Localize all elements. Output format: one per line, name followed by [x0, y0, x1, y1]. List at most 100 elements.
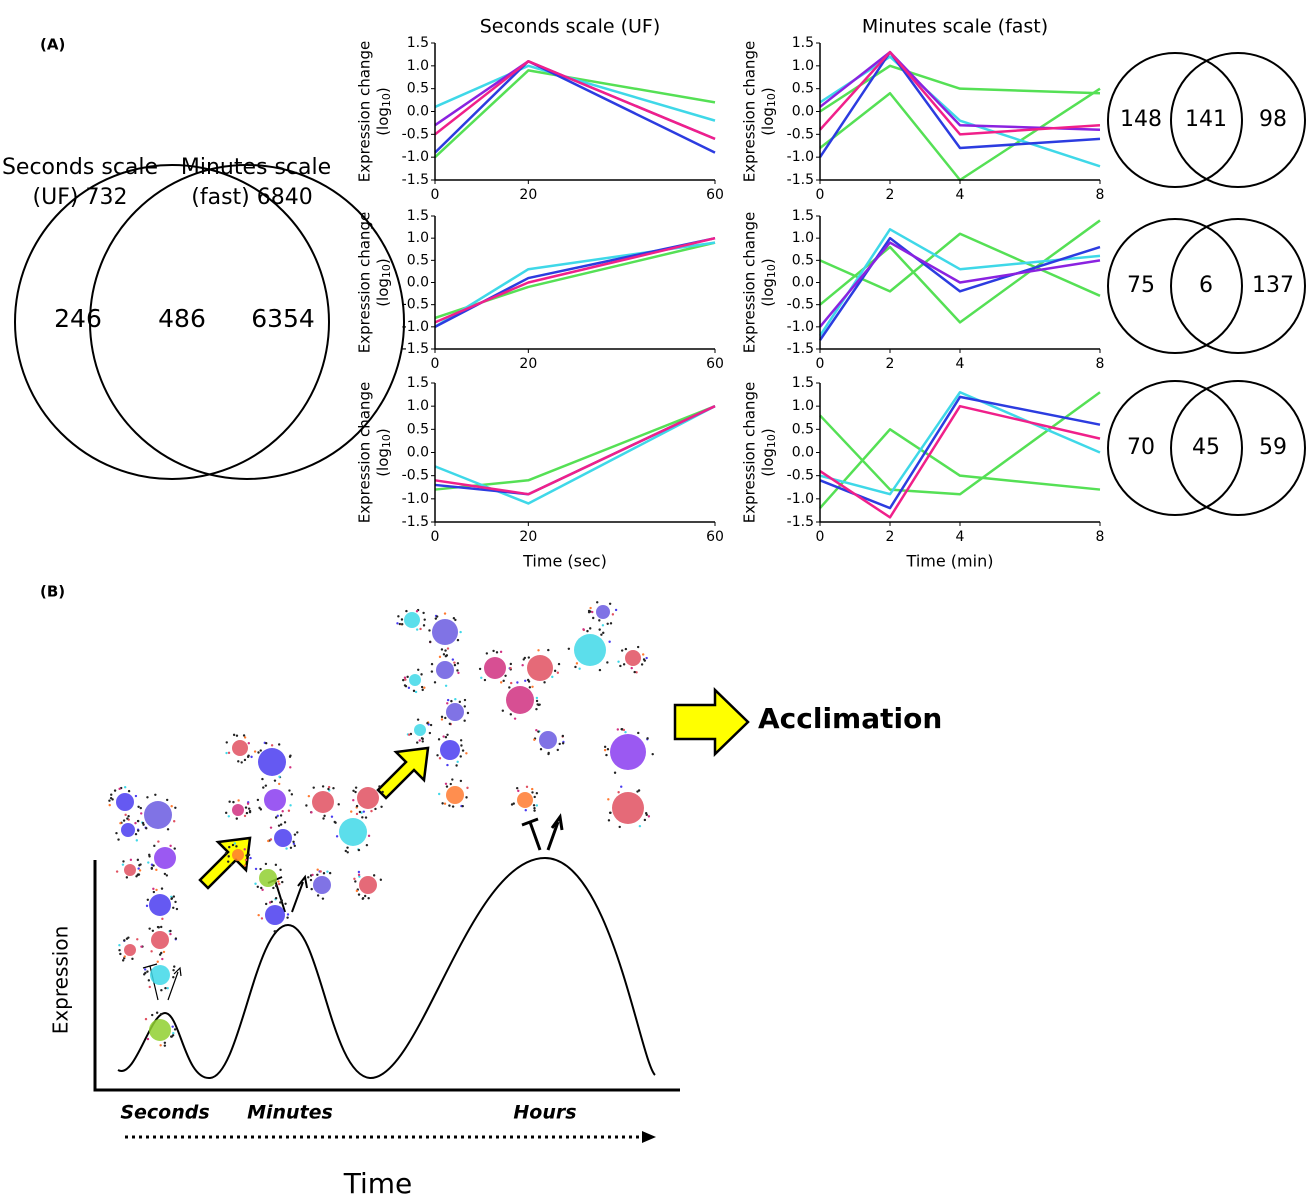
- network-node: [244, 858, 248, 862]
- network-node: [109, 796, 113, 800]
- y-label-sub: 10: [765, 264, 778, 278]
- network-node: [277, 743, 281, 746]
- y-tick-label: 0.5: [792, 81, 814, 97]
- network-node: [169, 844, 172, 848]
- network-node: [277, 824, 281, 827]
- network-node: [285, 847, 288, 850]
- network-node: [353, 877, 356, 881]
- network-hub: [574, 634, 606, 666]
- network-node: [293, 844, 296, 848]
- network-node: [160, 887, 164, 890]
- y-tick-label: -1.0: [402, 149, 429, 165]
- network-node: [274, 863, 278, 867]
- x-tick-label: 8: [1096, 529, 1105, 545]
- network-node: [561, 734, 565, 738]
- y-label-sub: 10: [380, 264, 393, 278]
- network-node: [108, 799, 111, 802]
- network-node: [232, 800, 235, 804]
- y-tick-label: 0.0: [792, 104, 814, 120]
- network-node: [624, 647, 628, 651]
- x-tick-label: 0: [816, 187, 825, 203]
- x-tick-label: 8: [1096, 356, 1105, 372]
- network-node: [527, 656, 531, 659]
- network-node: [598, 628, 601, 631]
- network-hub: [414, 724, 426, 736]
- network-node: [420, 673, 423, 676]
- y-tick-label: 1.5: [407, 35, 429, 51]
- network-node: [453, 663, 457, 667]
- y-label-part: ): [374, 87, 392, 93]
- network-node: [420, 685, 424, 689]
- panel-label: (B): [40, 583, 65, 601]
- network-node: [260, 917, 264, 920]
- y-tick-label: -1.5: [402, 341, 429, 357]
- network-node: [293, 833, 297, 836]
- network-hub: [625, 650, 641, 666]
- network-node: [344, 849, 348, 853]
- network-node: [123, 786, 127, 789]
- network-node: [225, 751, 228, 755]
- network-node: [524, 679, 527, 682]
- y-label-part: ): [759, 87, 777, 93]
- network-node: [446, 763, 449, 767]
- network-node: [310, 887, 313, 891]
- network-hub: [359, 876, 377, 894]
- network-node: [433, 681, 437, 684]
- network-node: [261, 777, 264, 781]
- network-node: [417, 668, 420, 672]
- network-node: [145, 904, 149, 908]
- network-node: [327, 787, 330, 791]
- network-node: [465, 752, 468, 755]
- network-node: [556, 671, 560, 674]
- network-node: [235, 817, 238, 820]
- network-hub: [357, 787, 379, 809]
- network-hub: [612, 792, 644, 824]
- network-node: [173, 965, 176, 968]
- network-node: [321, 897, 325, 900]
- network-node: [254, 867, 258, 871]
- network-node: [423, 618, 426, 621]
- network-node: [465, 796, 468, 799]
- network-hub: [124, 944, 136, 956]
- arrow-head: [642, 1131, 656, 1143]
- network-node: [136, 938, 139, 941]
- venn-count: 70: [1127, 435, 1155, 460]
- network-node: [378, 785, 381, 788]
- network-node: [647, 815, 651, 818]
- network-node: [153, 844, 156, 848]
- network-node: [367, 897, 370, 900]
- network-node: [354, 786, 358, 789]
- y-tick-label: 0.0: [407, 275, 429, 291]
- network-node: [159, 1044, 162, 1047]
- network-node: [637, 789, 641, 792]
- network-node: [361, 816, 364, 819]
- network-node: [113, 789, 117, 792]
- network-node: [171, 1034, 175, 1037]
- network-node: [533, 806, 536, 810]
- series-line: [434, 60, 716, 141]
- network-node: [357, 870, 361, 874]
- series-line: [434, 241, 716, 320]
- network-node: [247, 807, 251, 810]
- network-hub: [149, 894, 171, 916]
- network-node: [609, 622, 613, 625]
- network-node: [508, 686, 511, 689]
- network-node: [156, 960, 159, 963]
- network-node: [480, 676, 483, 679]
- network-node: [603, 748, 607, 752]
- network-node: [290, 793, 294, 796]
- network-node: [509, 681, 513, 685]
- network-node: [127, 814, 130, 818]
- network-node: [454, 618, 457, 622]
- network-node: [404, 685, 408, 688]
- network-node: [591, 610, 594, 614]
- network-node: [509, 662, 513, 666]
- network-node: [278, 882, 281, 886]
- network-node: [121, 959, 125, 962]
- network-node: [643, 659, 647, 662]
- venn-circle: [1107, 52, 1243, 188]
- x-label: Time (sec): [522, 552, 607, 571]
- phase-label: Hours: [513, 1102, 576, 1124]
- network-node: [354, 880, 357, 883]
- y-tick-label: 0.0: [407, 445, 429, 461]
